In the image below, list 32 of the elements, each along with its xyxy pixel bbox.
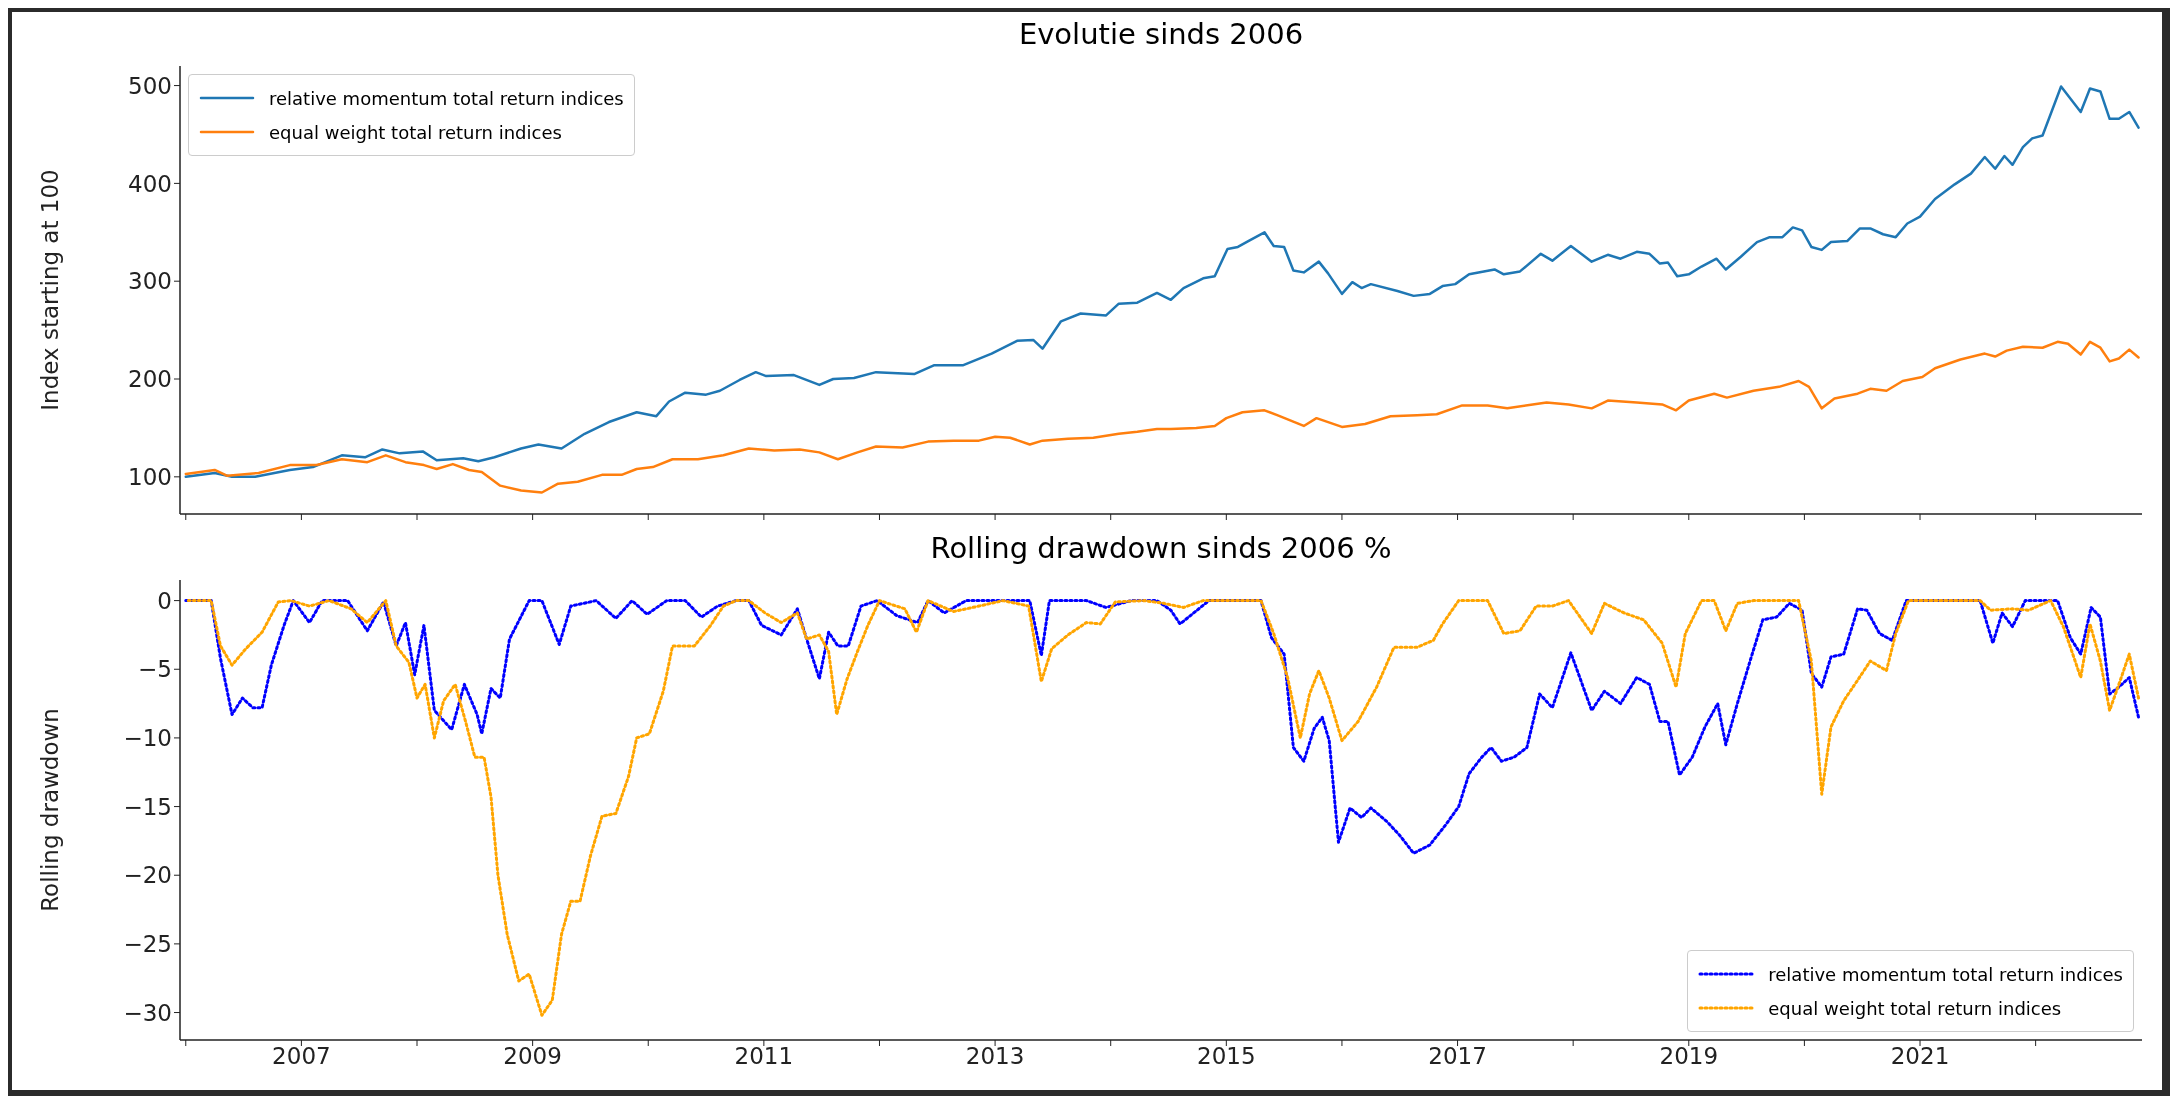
- chart-title: Evolutie sinds 2006: [1017, 16, 1305, 53]
- legend-label: relative momentum total return indices: [1768, 963, 2123, 985]
- line-series: [184, 85, 2140, 479]
- x-tick-label: 2015: [1197, 1043, 1256, 1070]
- x-tick-label: 2009: [503, 1043, 562, 1070]
- y-tick-label: −10: [123, 725, 172, 752]
- x-tick-label: 2019: [1659, 1043, 1719, 1070]
- y-tick-label: −5: [138, 656, 172, 683]
- chart-title: Rolling drawdown sinds 2006 %: [929, 530, 1393, 567]
- line-series: [184, 599, 2141, 855]
- x-tick-label: 2013: [965, 1043, 1025, 1070]
- x-tick-label: 2011: [734, 1043, 794, 1070]
- y-tick-label: −20: [123, 862, 172, 889]
- y-tick-label: −25: [123, 931, 172, 958]
- legend-label: relative momentum total return indices: [269, 87, 624, 109]
- legend-label: equal weight total return indices: [1768, 997, 2062, 1019]
- y-tick-label: 500: [128, 72, 172, 99]
- y-tick-label: 300: [128, 268, 172, 295]
- y-tick-label: 400: [128, 170, 172, 197]
- line-series: [184, 599, 2141, 1017]
- y-tick-label: 0: [157, 587, 172, 614]
- y-tick-label: −30: [123, 999, 172, 1026]
- x-tick-label: 2007: [272, 1043, 331, 1070]
- y-axis-title: Rolling drawdown: [37, 708, 64, 912]
- y-tick-label: −15: [123, 793, 172, 820]
- x-tick-label: 2021: [1890, 1043, 1950, 1070]
- legend-label: equal weight total return indices: [269, 121, 562, 143]
- y-axis-title: Index starting at 100: [37, 169, 64, 411]
- line-series: [184, 340, 2140, 494]
- y-tick-label: 100: [128, 463, 172, 490]
- y-tick-label: 200: [128, 366, 172, 393]
- x-tick-label: 2017: [1428, 1043, 1487, 1070]
